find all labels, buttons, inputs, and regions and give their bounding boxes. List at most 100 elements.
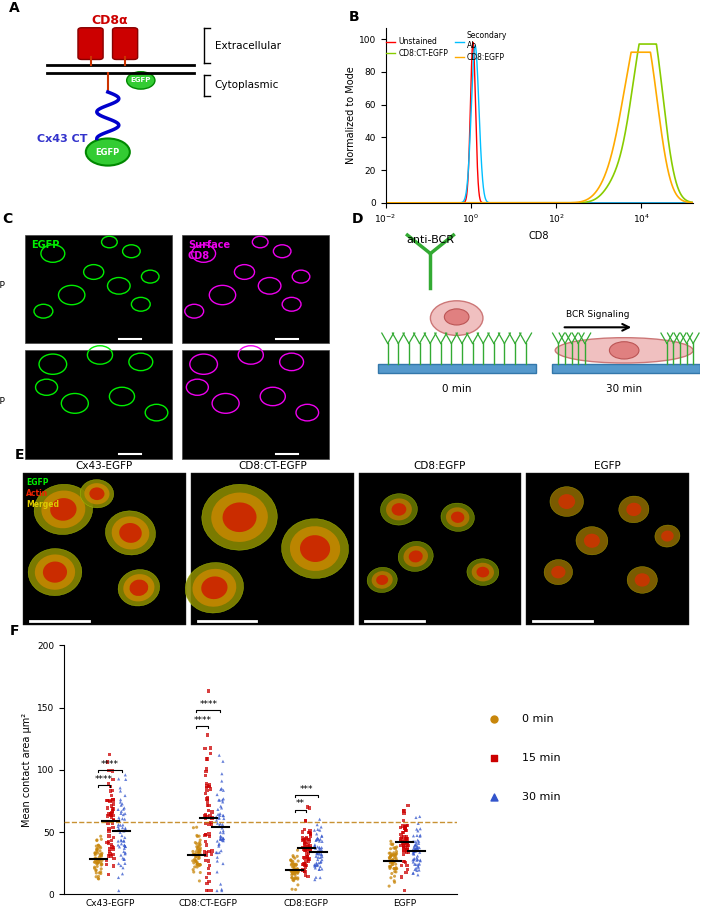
Point: [218, 783, 229, 798]
Text: EGFP: EGFP: [26, 478, 49, 487]
Ellipse shape: [89, 488, 104, 500]
Point: [94, 848, 106, 863]
Bar: [181, 350, 329, 459]
Point: [299, 864, 311, 879]
Point: [303, 834, 315, 849]
Point: [305, 829, 316, 844]
Point: [286, 870, 298, 885]
Point: [218, 832, 229, 846]
Point: [411, 828, 423, 843]
Point: [311, 846, 323, 861]
Point: [408, 851, 420, 866]
Point: [216, 774, 228, 788]
Point: [217, 808, 228, 822]
Point: [206, 847, 217, 862]
Point: [103, 836, 114, 851]
Point: [218, 809, 229, 823]
Point: [399, 820, 411, 834]
Point: [194, 842, 206, 857]
Point: [115, 784, 126, 798]
Ellipse shape: [124, 574, 154, 601]
Point: [115, 818, 126, 833]
Point: [411, 863, 423, 878]
Point: [396, 832, 407, 846]
Point: [118, 823, 129, 838]
Point: [301, 847, 312, 862]
Ellipse shape: [129, 580, 149, 596]
Point: [391, 865, 402, 880]
Point: [303, 832, 314, 846]
Point: [193, 829, 205, 844]
Point: [119, 839, 131, 854]
Point: [409, 834, 421, 849]
Point: [91, 833, 103, 848]
Point: [316, 849, 328, 864]
Point: [203, 817, 215, 832]
Point: [312, 846, 323, 861]
Point: [108, 797, 119, 811]
Point: [303, 854, 314, 869]
Point: [218, 832, 229, 846]
Point: [298, 822, 310, 836]
Point: [287, 854, 298, 869]
Point: [303, 825, 315, 840]
Point: [105, 848, 116, 863]
Ellipse shape: [626, 502, 641, 516]
Point: [115, 858, 126, 873]
Point: [103, 848, 114, 863]
Point: [119, 806, 131, 821]
Point: [298, 856, 310, 870]
Point: [401, 832, 412, 846]
Point: [107, 792, 119, 807]
Point: [114, 840, 125, 855]
Point: [95, 829, 106, 844]
Point: [400, 820, 411, 834]
Point: [213, 839, 224, 854]
Point: [387, 836, 398, 851]
Point: [400, 866, 411, 881]
Ellipse shape: [119, 523, 142, 543]
Point: [217, 857, 228, 871]
Point: [188, 862, 199, 877]
Point: [89, 860, 101, 875]
Point: [390, 861, 401, 876]
Point: [104, 844, 115, 858]
Point: [297, 857, 308, 872]
Point: [398, 854, 409, 869]
Point: [409, 842, 421, 857]
Point: [412, 839, 423, 854]
Point: [91, 854, 103, 869]
Point: [408, 833, 419, 848]
Point: [408, 845, 419, 859]
Point: [211, 850, 223, 865]
Point: [314, 822, 326, 837]
Point: [388, 848, 399, 863]
Point: [191, 839, 203, 854]
Point: [415, 822, 426, 836]
Point: [91, 844, 103, 858]
Point: [411, 835, 422, 850]
Point: [216, 883, 228, 898]
Point: [213, 836, 225, 851]
Point: [116, 811, 128, 826]
Point: [398, 803, 409, 818]
Point: [309, 857, 321, 872]
Point: [92, 856, 104, 870]
Point: [93, 871, 104, 886]
Point: [299, 836, 311, 851]
Point: [106, 798, 117, 813]
Point: [398, 843, 409, 857]
Point: [313, 862, 325, 877]
Point: [194, 835, 206, 850]
Point: [203, 861, 214, 876]
Point: [401, 834, 413, 849]
Point: [203, 874, 215, 889]
Point: [104, 807, 116, 822]
Point: [195, 865, 206, 880]
Point: [106, 816, 118, 831]
Bar: [23, 473, 186, 625]
Point: [401, 843, 413, 857]
Point: [193, 851, 204, 866]
Point: [314, 841, 326, 856]
Point: [385, 848, 396, 863]
